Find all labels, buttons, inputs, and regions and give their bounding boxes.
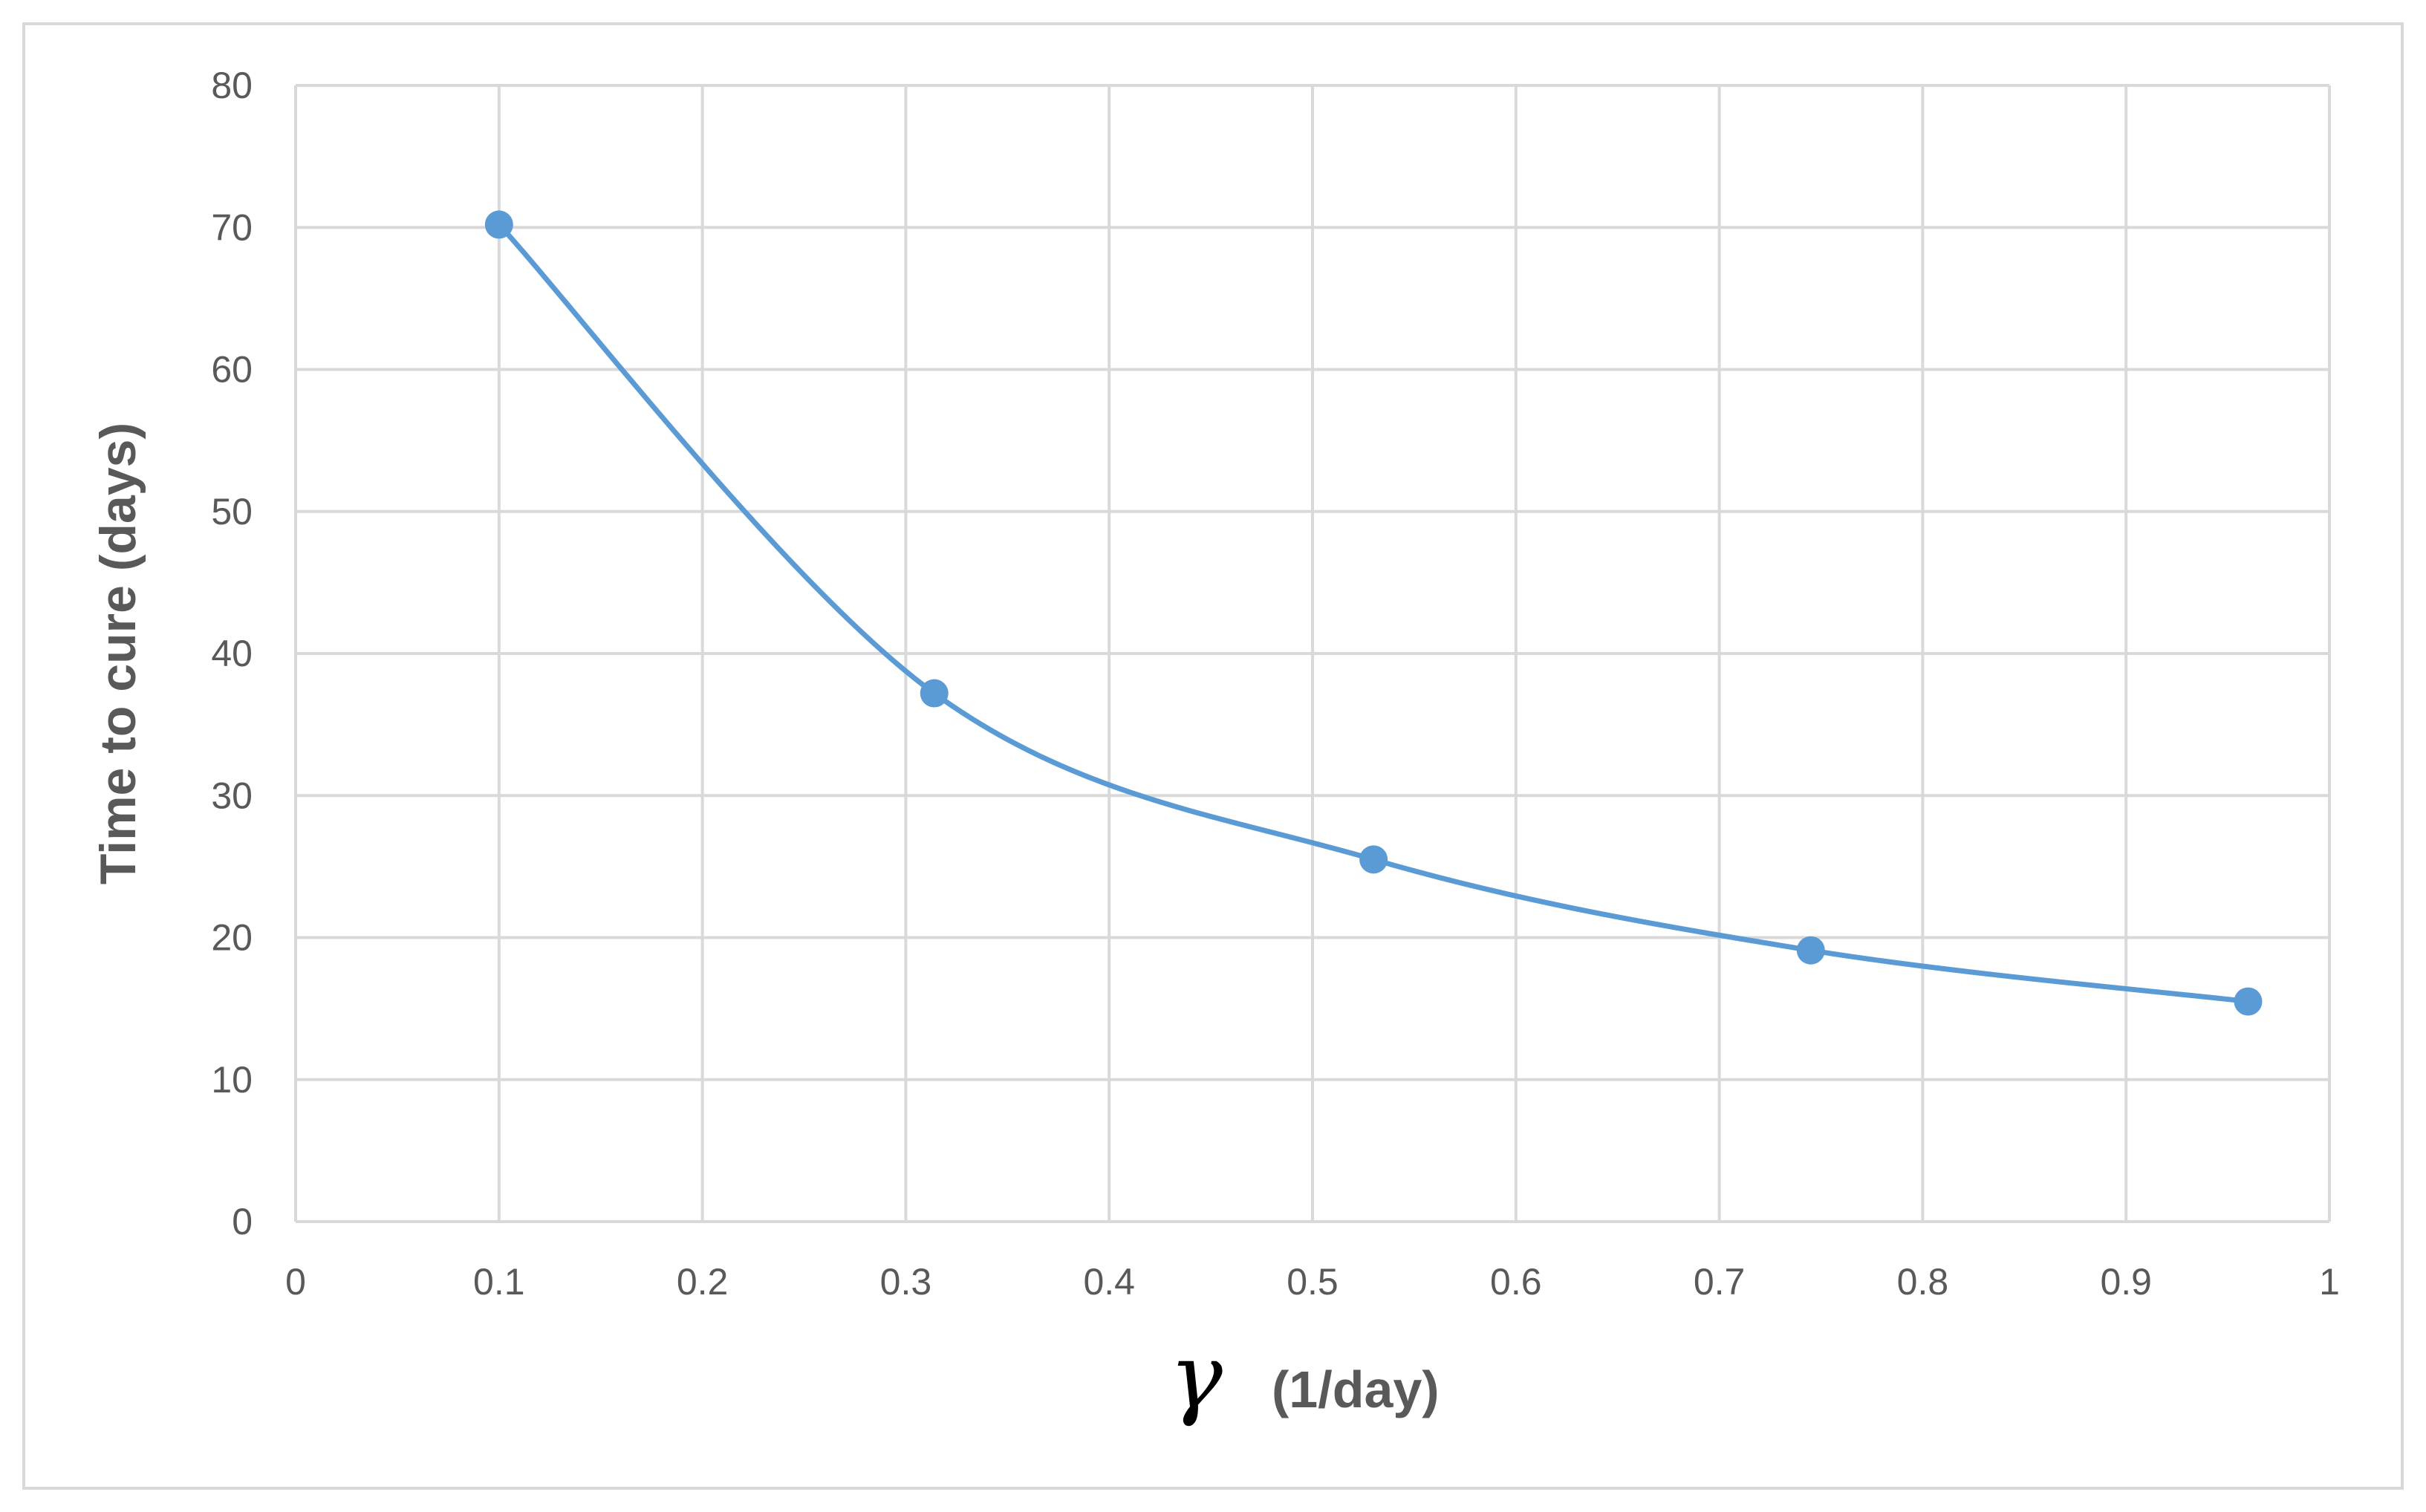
x-axis-symbol: γ — [1169, 1326, 1223, 1429]
x-tick-label: 0.9 — [2100, 1261, 2152, 1303]
data-point — [920, 679, 949, 708]
x-tick-label: 0.1 — [473, 1261, 525, 1303]
y-tick-label: 80 — [211, 65, 253, 106]
y-tick-labels: 0 10 20 30 40 50 60 70 80 — [211, 65, 253, 1242]
x-tick-label: 0.4 — [1083, 1261, 1135, 1303]
series-line — [496, 221, 2251, 1005]
x-tick-label: 0.8 — [1897, 1261, 1949, 1303]
x-tick-label: 0.5 — [1287, 1261, 1339, 1303]
y-tick-label: 60 — [211, 349, 253, 391]
x-tick-label: 0 — [285, 1261, 306, 1303]
chart-frame — [22, 22, 2404, 1490]
y-axis-label: Time to cure (days) — [90, 423, 146, 884]
data-point — [1359, 845, 1388, 874]
grid-lines — [294, 84, 2331, 1223]
y-tick-label: 0 — [232, 1201, 253, 1242]
series-group — [484, 210, 2263, 1016]
y-tick-label: 50 — [211, 491, 253, 532]
x-tick-label: 0.3 — [880, 1261, 932, 1303]
y-tick-label: 30 — [211, 775, 253, 816]
x-tick-label: 0.7 — [1694, 1261, 1746, 1303]
y-tick-label: 10 — [211, 1059, 253, 1101]
x-tick-labels: 0 0.1 0.2 0.3 0.4 0.5 0.6 0.7 0.8 0.9 1 — [285, 1261, 2340, 1303]
x-tick-label: 0.6 — [1490, 1261, 1542, 1303]
data-point — [484, 210, 513, 239]
x-tick-label: 1 — [2319, 1261, 2340, 1303]
y-tick-label: 70 — [211, 206, 253, 248]
y-tick-label: 40 — [211, 633, 253, 674]
data-point — [1796, 936, 1825, 965]
data-point — [2234, 987, 2263, 1016]
x-tick-label: 0.2 — [677, 1261, 729, 1303]
x-axis-label: (1/day) — [1272, 1361, 1440, 1418]
y-tick-label: 20 — [211, 917, 253, 959]
